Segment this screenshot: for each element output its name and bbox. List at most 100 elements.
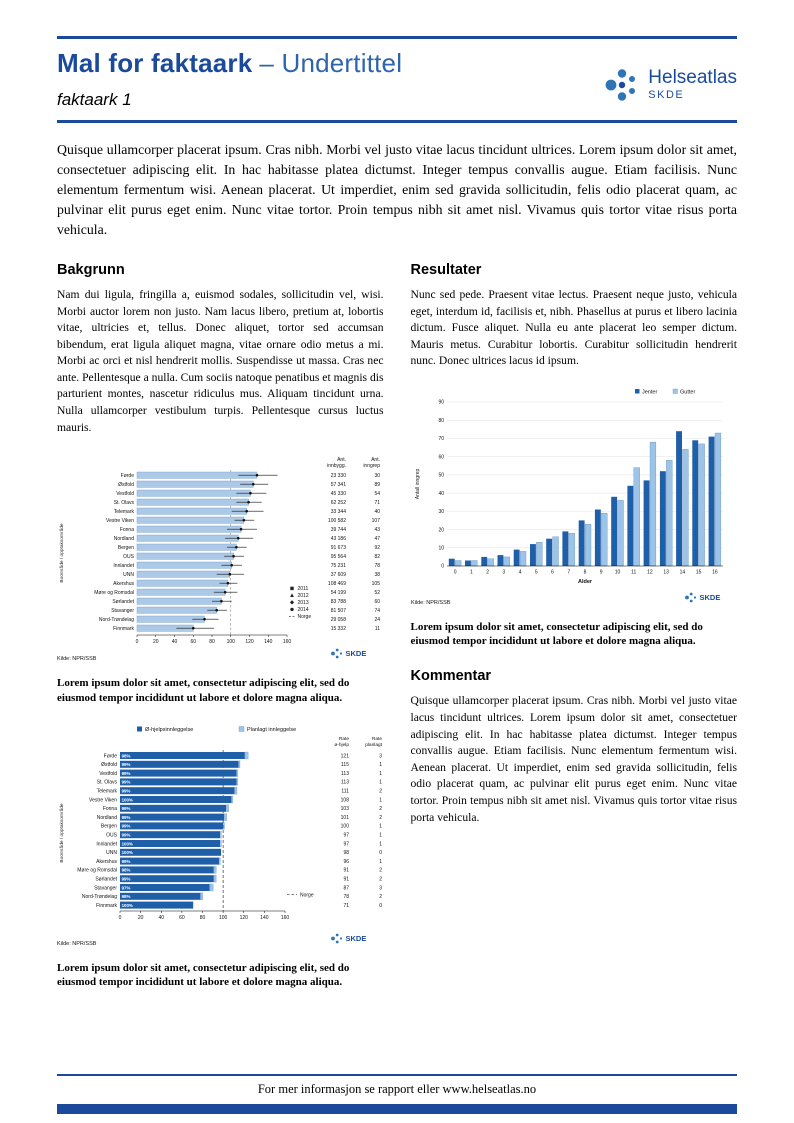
svg-text:40: 40 xyxy=(172,639,178,645)
svg-text:Nord-Trøndelag: Nord-Trøndelag xyxy=(82,894,117,900)
svg-text:54: 54 xyxy=(374,491,380,497)
svg-text:1: 1 xyxy=(379,797,382,803)
svg-text:Bergen: Bergen xyxy=(101,823,117,829)
svg-text:43: 43 xyxy=(374,527,380,533)
svg-text:Boområde / opptaksområde: Boområde / opptaksområde xyxy=(58,523,65,583)
svg-text:95 564: 95 564 xyxy=(331,554,347,560)
age-distribution-chart: Jenter Gutter 0 10 20 30 40 50 60 70 80 90 0 1 2 3 4 5 6 7 8… xyxy=(411,386,738,613)
svg-text:99%: 99% xyxy=(122,806,131,811)
bakgrunn-body: Nam dui ligula, fringilla a, euismod sod… xyxy=(57,288,384,434)
svg-text:Ø-hjelpsinnleggelse: Ø-hjelpsinnleggelse xyxy=(145,727,193,733)
svg-text:60: 60 xyxy=(190,639,196,645)
svg-text:2: 2 xyxy=(379,876,382,882)
svg-text:Jenter: Jenter xyxy=(642,389,657,395)
header-top-rule xyxy=(57,36,737,39)
intro-paragraph: Quisque ullamcorper placerat ipsum. Cras… xyxy=(57,142,737,237)
svg-text:111: 111 xyxy=(341,788,349,794)
svg-text:50: 50 xyxy=(438,472,444,478)
svg-text:160: 160 xyxy=(283,639,292,645)
svg-text:97%: 97% xyxy=(122,885,131,890)
svg-text:30: 30 xyxy=(438,509,444,515)
title-block: Mal for faktaark – Undertittel faktaark 1 xyxy=(57,48,402,110)
svg-text:13: 13 xyxy=(663,569,669,575)
svg-text:Østfold: Østfold xyxy=(101,762,117,768)
svg-text:1: 1 xyxy=(379,762,382,768)
svg-text:96: 96 xyxy=(343,859,349,865)
svg-text:2: 2 xyxy=(379,788,382,794)
svg-text:82: 82 xyxy=(374,554,380,560)
svg-text:90: 90 xyxy=(438,400,444,406)
svg-text:14: 14 xyxy=(679,569,685,575)
svg-text:Vestfold: Vestfold xyxy=(116,491,134,497)
svg-text:Førde: Førde xyxy=(104,753,118,759)
svg-text:Kilde: NPR/SSB: Kilde: NPR/SSB xyxy=(57,656,97,662)
svg-text:12: 12 xyxy=(647,569,653,575)
svg-text:99%: 99% xyxy=(122,762,131,767)
svg-text:99%: 99% xyxy=(122,859,131,864)
svg-text:74: 74 xyxy=(374,608,380,614)
title-subtitle-inline: – Undertittel xyxy=(259,48,403,78)
svg-text:Stavanger: Stavanger xyxy=(111,608,134,614)
svg-text:SKDE: SKDE xyxy=(346,649,367,658)
svg-text:83 788: 83 788 xyxy=(331,599,347,605)
chart1-caption: Lorem ipsum dolor sit amet, consectetur … xyxy=(57,677,350,704)
svg-text:Møre og Romsdal: Møre og Romsdal xyxy=(77,867,117,873)
svg-text:140: 140 xyxy=(264,639,273,645)
svg-text:108 469: 108 469 xyxy=(328,581,346,587)
svg-text:Innlandet: Innlandet xyxy=(96,841,117,847)
svg-text:6: 6 xyxy=(551,569,554,575)
section-heading-bakgrunn: Bakgrunn xyxy=(57,262,125,278)
svg-text:Gutter: Gutter xyxy=(680,389,695,395)
svg-text:100 582: 100 582 xyxy=(328,518,346,524)
svg-text:92: 92 xyxy=(374,545,380,551)
chart3-caption: Lorem ipsum dolor sit amet, consectetur … xyxy=(410,620,703,648)
svg-text:5: 5 xyxy=(534,569,537,575)
svg-text:37 609: 37 609 xyxy=(331,572,347,578)
svg-text:45 330: 45 330 xyxy=(331,491,347,497)
svg-text:52: 52 xyxy=(374,590,380,596)
svg-text:98%: 98% xyxy=(122,894,131,899)
svg-text:91: 91 xyxy=(343,876,349,882)
svg-text:15: 15 xyxy=(695,569,701,575)
svg-text:78: 78 xyxy=(374,563,380,569)
svg-text:10: 10 xyxy=(614,569,620,575)
svg-text:1: 1 xyxy=(379,771,382,777)
svg-text:39 744: 39 744 xyxy=(331,527,347,533)
svg-text:16: 16 xyxy=(712,569,718,575)
svg-text:99%: 99% xyxy=(122,779,131,784)
svg-text:Akershus: Akershus xyxy=(113,581,134,587)
svg-text:89: 89 xyxy=(374,482,380,488)
svg-text:23 330: 23 330 xyxy=(331,473,347,479)
svg-text:0: 0 xyxy=(441,564,444,570)
svg-text:120: 120 xyxy=(245,639,254,645)
footer-text: For mer informasjon se rapport eller www… xyxy=(257,1082,537,1096)
svg-text:105: 105 xyxy=(372,581,381,587)
svg-text:2: 2 xyxy=(486,569,489,575)
svg-text:43 186: 43 186 xyxy=(331,536,347,542)
svg-text:70: 70 xyxy=(438,436,444,442)
svg-text:0: 0 xyxy=(136,639,139,645)
svg-text:OUS: OUS xyxy=(106,832,118,838)
right-column: Resultater Nunc sed pede. Praesent vitae… xyxy=(411,262,738,1007)
svg-text:160: 160 xyxy=(281,915,290,921)
svg-text:97: 97 xyxy=(343,841,349,847)
svg-text:100%: 100% xyxy=(122,850,133,855)
svg-text:108: 108 xyxy=(341,797,350,803)
svg-text:Innlandet: Innlandet xyxy=(113,563,134,569)
logo-name: Helseatlas xyxy=(648,67,737,89)
svg-text:2: 2 xyxy=(379,806,382,812)
svg-text:Ant.: Ant. xyxy=(337,457,346,463)
svg-text:60: 60 xyxy=(438,454,444,460)
svg-text:Planlagt innleggelse: Planlagt innleggelse xyxy=(247,727,296,733)
svg-text:Stavanger: Stavanger xyxy=(94,885,117,891)
admission-rate-chart: Ø-hjelpsinnleggelse Planlagt innleggelse R… xyxy=(57,723,384,954)
svg-text:80: 80 xyxy=(438,418,444,424)
svg-text:Norge: Norge xyxy=(300,892,314,898)
svg-text:2011: 2011 xyxy=(298,586,309,592)
svg-text:3: 3 xyxy=(379,885,382,891)
svg-text:Nord-Trøndelag: Nord-Trøndelag xyxy=(99,617,134,623)
svg-text:0: 0 xyxy=(379,903,382,909)
svg-text:29 058: 29 058 xyxy=(331,617,347,623)
svg-text:75 231: 75 231 xyxy=(331,563,347,569)
